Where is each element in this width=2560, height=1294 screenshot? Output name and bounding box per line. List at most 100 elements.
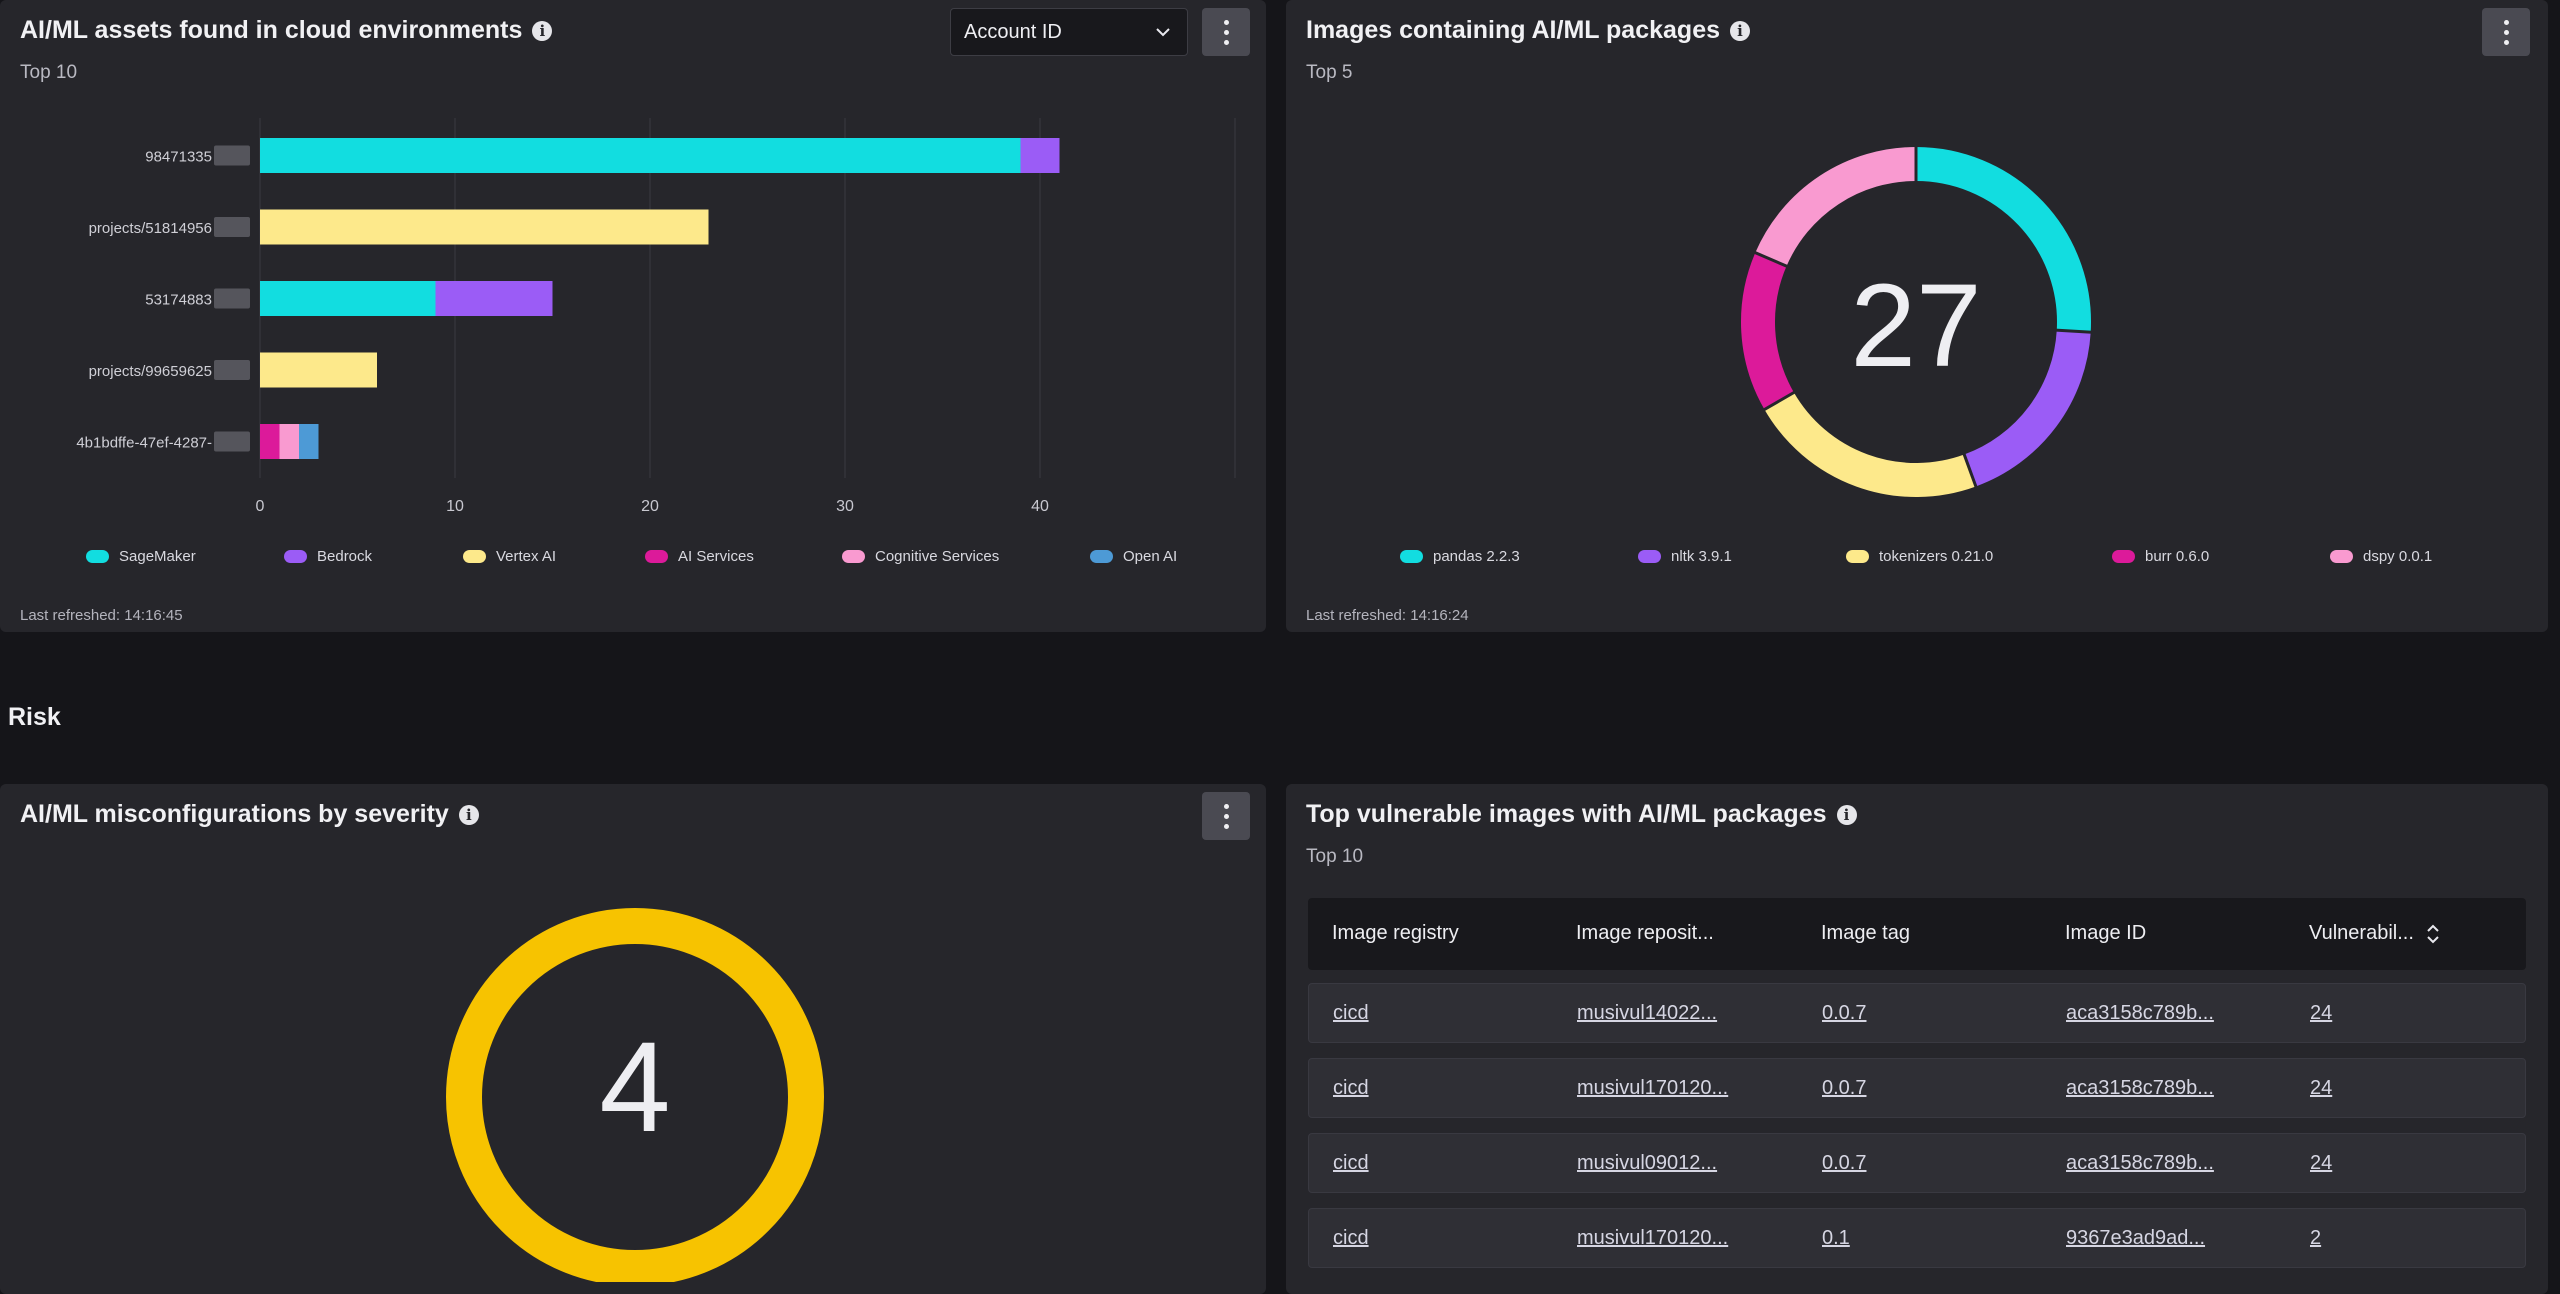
donut-slice[interactable]	[1915, 147, 2091, 333]
donut-slice[interactable]	[1741, 252, 1795, 410]
donut-slice[interactable]	[1755, 147, 1917, 267]
table-row[interactable]: cicd musivul09012... 0.0.7 aca3158c789b.…	[1308, 1133, 2526, 1193]
cell-vulnerabilities[interactable]: 24	[2310, 1077, 2333, 1099]
column-header-image-registry[interactable]: Image registry	[1332, 922, 1459, 944]
x-tick-label: 20	[641, 498, 659, 515]
legend-label: burr 0.6.0	[2145, 548, 2210, 565]
bar-segment[interactable]	[435, 281, 553, 316]
legend-item[interactable]: burr 0.6.0	[2112, 548, 2209, 565]
legend-label: pandas 2.2.3	[1433, 548, 1520, 565]
cell-image-repository[interactable]: musivul09012...	[1577, 1152, 1718, 1174]
cell-image-id[interactable]: 9367e3ad9ad...	[2066, 1227, 2206, 1249]
vuln-card-title: Top vulnerable images with AI/ML package…	[1306, 800, 1827, 828]
legend-item[interactable]: Open AI	[1090, 548, 1177, 565]
donut-center-total: 27	[1850, 260, 1981, 392]
legend-item[interactable]: SageMaker	[86, 548, 196, 565]
table-row[interactable]: cicd musivul170120... 0.0.7 aca3158c789b…	[1308, 1058, 2526, 1118]
bar-segment[interactable]	[260, 424, 280, 459]
cell-vulnerabilities[interactable]: 24	[2310, 1002, 2333, 1024]
x-tick-label: 30	[836, 498, 854, 515]
bar-segment[interactable]	[299, 424, 319, 459]
images-card: Images containing AI/ML packages i Top 5…	[1286, 0, 2548, 632]
cell-image-registry[interactable]: cicd	[1333, 1077, 1369, 1099]
risk-section-title: Risk	[8, 703, 61, 731]
assets-card-title-row: AI/ML assets found in cloud environments…	[20, 16, 553, 45]
donut-slice[interactable]	[1764, 392, 1976, 497]
legend-item[interactable]: Vertex AI	[463, 548, 556, 565]
legend-swatch	[284, 550, 307, 563]
bar-segment[interactable]	[1020, 138, 1060, 173]
redacted-mask	[214, 360, 250, 380]
legend-item[interactable]: AI Services	[645, 548, 754, 565]
images-card-subtitle: Top 5	[1306, 62, 1353, 83]
info-icon[interactable]: i	[458, 804, 479, 825]
table-row[interactable]: cicd musivul170120... 0.1 9367e3ad9ad...…	[1308, 1208, 2526, 1268]
misconfig-card-title-row: AI/ML misconfigurations by severity i	[20, 800, 479, 829]
bar-segment[interactable]	[279, 424, 300, 459]
legend-item[interactable]: Cognitive Services	[842, 548, 999, 565]
legend-label: Open AI	[1123, 548, 1178, 565]
table-row[interactable]: cicd musivul14022... 0.0.7 aca3158c789b.…	[1308, 983, 2526, 1043]
legend-item[interactable]: nltk 3.9.1	[1638, 548, 1732, 565]
severity-ring	[446, 908, 824, 1282]
group-by-dropdown[interactable]: Account ID	[950, 8, 1188, 56]
legend-label: dspy 0.0.1	[2363, 548, 2433, 565]
legend-label: AI Services	[678, 548, 754, 565]
bar-segment[interactable]	[260, 138, 1021, 173]
bar-segment[interactable]	[260, 352, 377, 388]
legend-label: Bedrock	[317, 548, 373, 565]
cell-image-tag[interactable]: 0.0.7	[1822, 1077, 1867, 1099]
slice-separator	[2055, 328, 2092, 334]
redacted-mask	[214, 145, 250, 166]
info-icon[interactable]: i	[1836, 804, 1857, 825]
legend-label: tokenizers 0.21.0	[1879, 548, 1994, 565]
legend-item[interactable]: tokenizers 0.21.0	[1846, 548, 1993, 565]
column-header-image-repository[interactable]: Image reposit...	[1576, 922, 1714, 944]
cell-image-id[interactable]: aca3158c789b...	[2066, 1077, 2214, 1099]
cell-image-repository[interactable]: musivul14022...	[1577, 1002, 1718, 1024]
sort-icon[interactable]	[2425, 922, 2441, 946]
column-header-vulnerabilities[interactable]: Vulnerabil...	[2309, 922, 2414, 944]
assets-card: AI/ML assets found in cloud environments…	[0, 0, 1266, 632]
misconfig-card-title: AI/ML misconfigurations by severity	[20, 800, 449, 828]
legend-item[interactable]: dspy 0.0.1	[2330, 548, 2432, 565]
assets-card-menu-button[interactable]	[1202, 8, 1250, 56]
cell-image-id[interactable]: aca3158c789b...	[2066, 1002, 2214, 1024]
cell-image-tag[interactable]: 0.1	[1822, 1227, 1850, 1249]
legend-swatch	[1846, 550, 1869, 563]
legend-item[interactable]: Bedrock	[284, 548, 372, 565]
cell-image-repository[interactable]: musivul170120...	[1577, 1077, 1729, 1099]
bar-segment[interactable]	[260, 281, 436, 316]
info-icon[interactable]: i	[1730, 20, 1751, 41]
legend-swatch	[645, 550, 668, 563]
assets-bar-chart: 0 10 20 30 40 98471335 projects/51814956 531748…	[76, 118, 1236, 515]
cell-image-id[interactable]: aca3158c789b...	[2066, 1152, 2214, 1174]
images-donut-chart: 27	[1741, 146, 2092, 497]
legend-label: nltk 3.9.1	[1671, 548, 1732, 565]
assets-last-refreshed: Last refreshed: 14:16:45	[20, 607, 183, 624]
cell-image-registry[interactable]: cicd	[1333, 1227, 1369, 1249]
images-card-menu-button[interactable]	[2482, 8, 2530, 56]
vuln-card-title-row: Top vulnerable images with AI/ML package…	[1306, 800, 1857, 829]
cell-vulnerabilities[interactable]: 24	[2310, 1152, 2333, 1174]
slice-separator	[1962, 453, 1978, 488]
legend-item[interactable]: pandas 2.2.3	[1400, 548, 1520, 565]
misconfig-card-menu-button[interactable]	[1202, 792, 1250, 840]
cell-image-repository[interactable]: musivul170120...	[1577, 1227, 1729, 1249]
y-category-label: 53174883	[145, 292, 212, 309]
info-icon[interactable]: i	[532, 20, 553, 41]
cell-image-registry[interactable]: cicd	[1333, 1152, 1369, 1174]
cell-image-tag[interactable]: 0.0.7	[1822, 1002, 1867, 1024]
cell-image-registry[interactable]: cicd	[1333, 1002, 1369, 1024]
donut-slice[interactable]	[1963, 329, 2091, 487]
images-card-title: Images containing AI/ML packages	[1306, 16, 1721, 44]
assets-card-title: AI/ML assets found in cloud environments	[20, 16, 523, 44]
column-header-image-tag[interactable]: Image tag	[1821, 922, 1910, 944]
y-category-label: projects/99659625	[89, 363, 212, 380]
images-card-title-row: Images containing AI/ML packages i	[1306, 16, 1751, 45]
bar-segment[interactable]	[260, 209, 709, 245]
x-tick-label: 10	[446, 498, 464, 515]
column-header-image-id[interactable]: Image ID	[2065, 922, 2147, 944]
cell-vulnerabilities[interactable]: 2	[2310, 1227, 2322, 1249]
cell-image-tag[interactable]: 0.0.7	[1822, 1152, 1867, 1174]
